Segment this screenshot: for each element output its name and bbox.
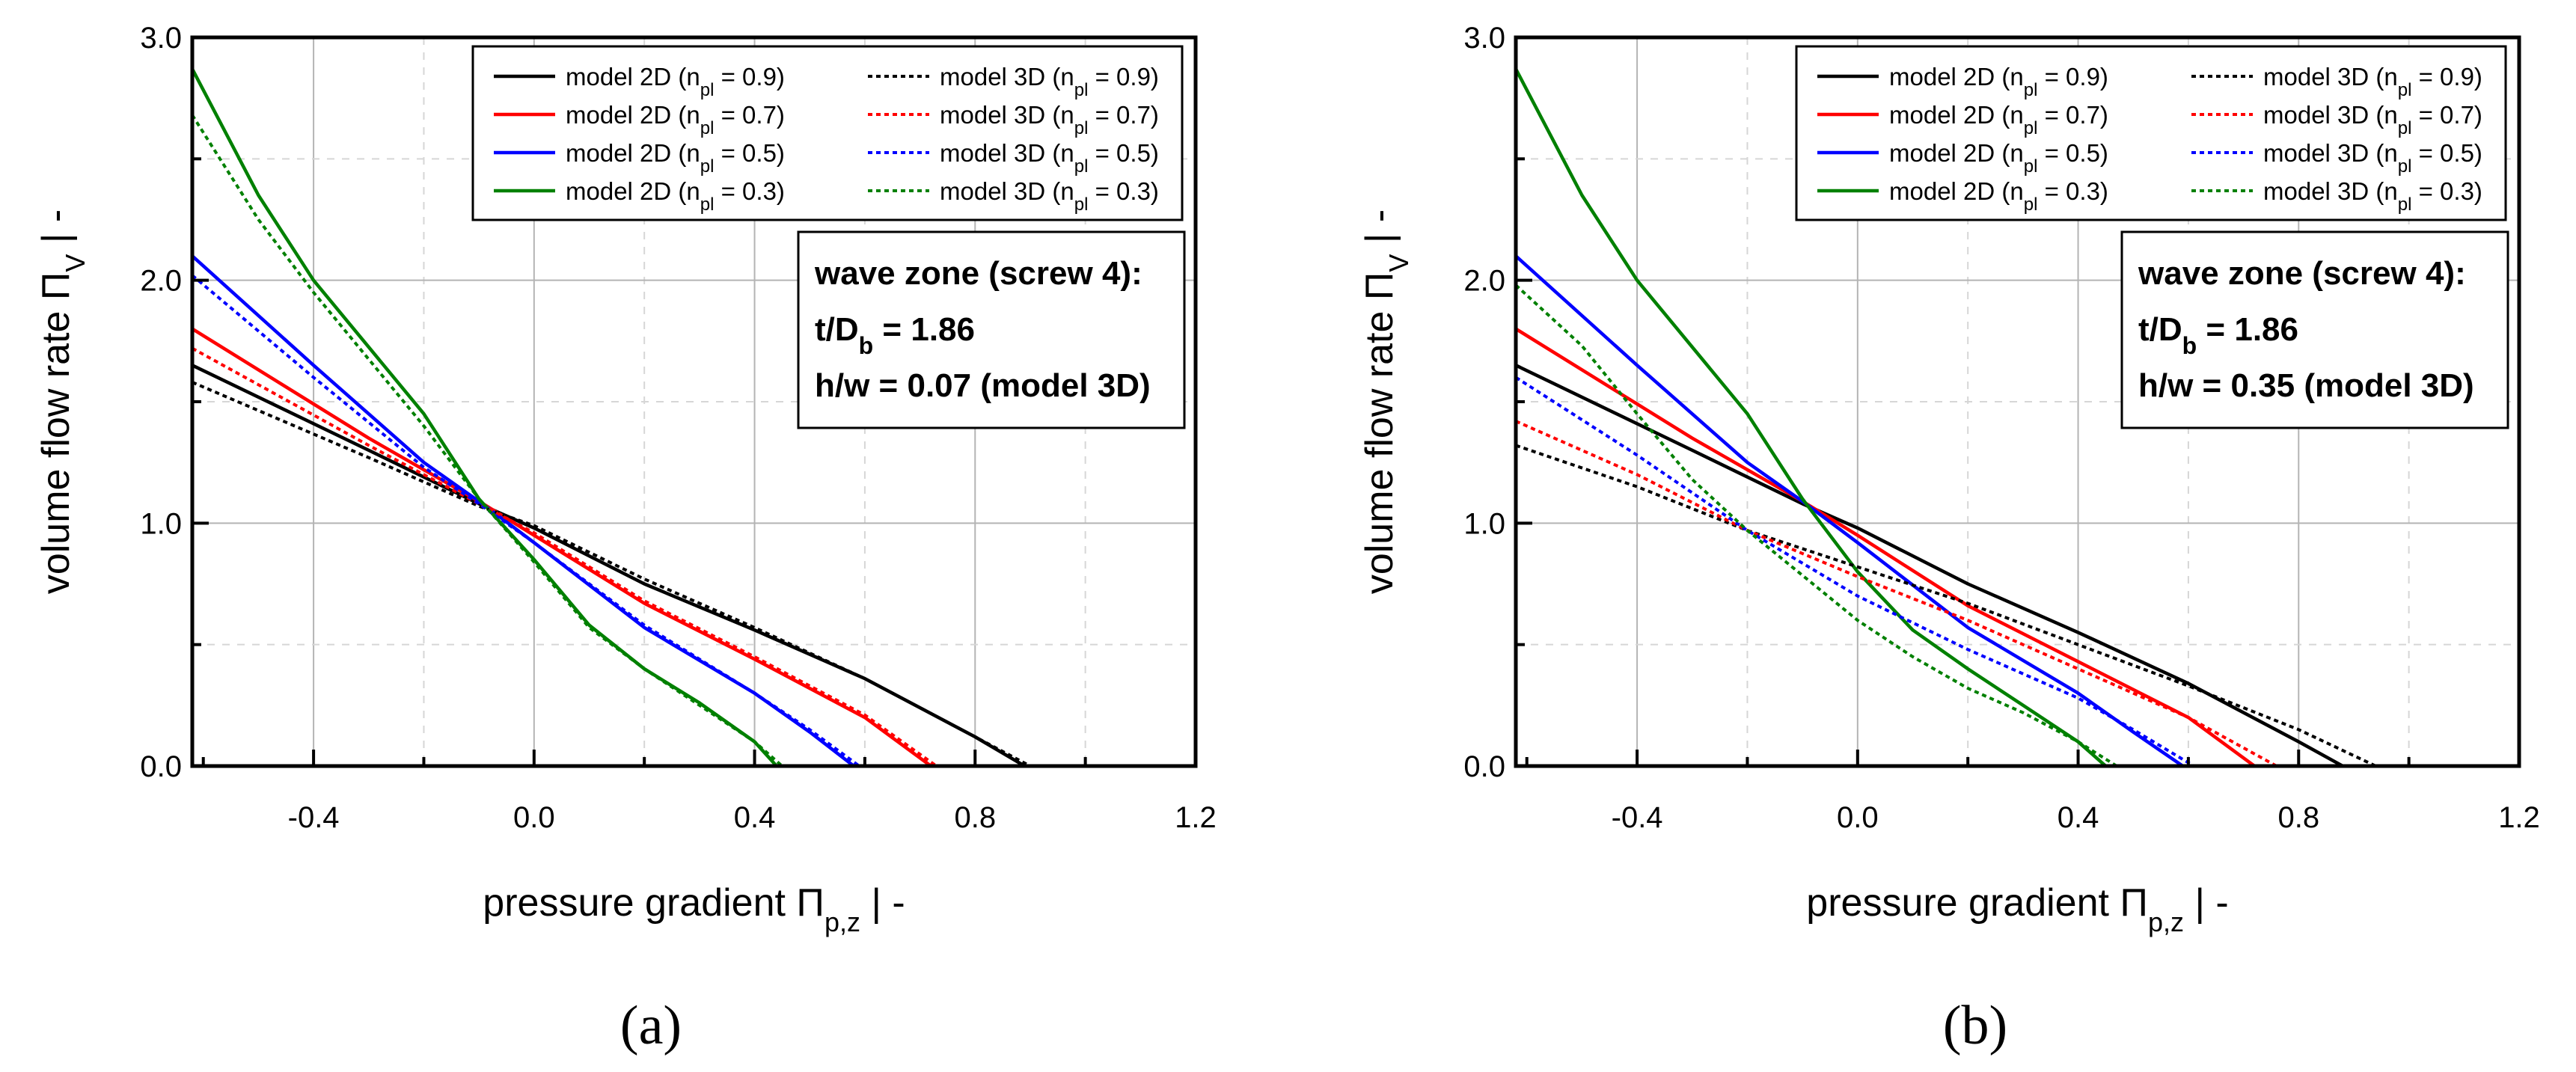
x-tick-label: -0.4 — [1612, 801, 1663, 834]
x-axis-label: pressure gradient Πp,z | - — [1806, 881, 2228, 937]
y-tick-label: 0.0 — [1463, 750, 1505, 783]
series-line-5 — [1515, 420, 2277, 768]
series-line-0 — [1515, 364, 2344, 768]
y-tick-label: 3.0 — [140, 22, 182, 55]
x-tick-label: 0.8 — [954, 801, 996, 834]
legend-entry: model 2D (npl = 0.7) — [1889, 101, 2108, 138]
x-tick-label: 1.2 — [2498, 801, 2540, 834]
series-line-1 — [1514, 327, 2256, 768]
x-tick-label: 0.4 — [734, 801, 776, 834]
info-line-2: t/Db = 1.86 — [2138, 311, 2298, 359]
legend-entry: model 3D (npl = 0.5) — [940, 139, 1159, 177]
y-tick-label: 2.0 — [1463, 265, 1505, 298]
y-tick-label: 2.0 — [140, 265, 182, 298]
x-tick-label: 0.0 — [1837, 801, 1879, 834]
info-line-1: wave zone (screw 4): — [814, 255, 1142, 292]
legend-entry: model 3D (npl = 0.9) — [940, 63, 1159, 100]
series-line-3 — [191, 68, 778, 768]
x-axis-label: pressure gradient Πp,z | - — [483, 881, 905, 937]
series-line-6 — [1514, 376, 2195, 768]
x-tick-label: 0.4 — [2058, 801, 2099, 834]
legend-entry: model 2D (npl = 0.5) — [566, 139, 785, 177]
info-line-1: wave zone (screw 4): — [2138, 255, 2466, 292]
series-line-6 — [191, 274, 860, 768]
series-line-2 — [1514, 254, 2184, 768]
info-line-3: h/w = 0.07 (model 3D) — [815, 367, 1151, 404]
series-line-2 — [191, 254, 855, 768]
x-tick-label: -0.4 — [288, 801, 340, 834]
y-tick-label: 1.0 — [140, 507, 182, 540]
legend-entry: model 3D (npl = 0.3) — [2263, 177, 2482, 215]
info-box — [2120, 230, 2509, 429]
chart-panel-a: -0.4 0.0 0.4 0.8 1.2 0.0 1.0 2.0 3.0 pressure gra… — [34, 22, 1217, 1056]
legend-entry: model 3D (npl = 0.5) — [2263, 139, 2482, 177]
legend-entry: model 3D (npl = 0.3) — [940, 177, 1159, 215]
legend-entry: model 2D (npl = 0.5) — [1889, 139, 2108, 177]
legend-entry: model 3D (npl = 0.9) — [2263, 63, 2482, 100]
info-box — [797, 230, 1186, 429]
info-line-2: t/Db = 1.86 — [815, 311, 975, 359]
y-axis-label: volume flow rate ΠV | - — [1358, 209, 1414, 594]
legend-entry: model 2D (npl = 0.3) — [566, 177, 785, 215]
y-axis-label: volume flow rate ΠV | - — [34, 209, 91, 594]
series-line-1 — [191, 327, 932, 768]
legend-entry: model 3D (npl = 0.7) — [940, 101, 1159, 138]
series-line-3 — [1514, 68, 2107, 768]
panel-label: (a) — [620, 995, 682, 1056]
series-line-7 — [191, 114, 783, 768]
series-line-4 — [192, 381, 1031, 768]
legend-entry: model 2D (npl = 0.7) — [566, 101, 785, 138]
series-line-4 — [1515, 444, 2377, 768]
panel-label: (b) — [1943, 995, 2007, 1056]
series-line-7 — [1514, 284, 2118, 768]
x-tick-label: 0.0 — [513, 801, 555, 834]
series-line-5 — [192, 346, 937, 768]
legend-box — [471, 45, 1184, 221]
y-tick-label: 0.0 — [140, 750, 182, 783]
x-tick-label: 0.8 — [2277, 801, 2319, 834]
chart-panel-b: -0.4 0.0 0.4 0.8 1.2 0.0 1.0 2.0 3.0 pressure gra… — [1358, 22, 2540, 1056]
legend-entry: model 2D (npl = 0.9) — [566, 63, 785, 100]
legend-entry: model 2D (npl = 0.9) — [1889, 63, 2108, 100]
y-tick-label: 1.0 — [1463, 507, 1505, 540]
info-line-3: h/w = 0.35 (model 3D) — [2138, 367, 2474, 404]
legend-entry: model 2D (npl = 0.3) — [1889, 177, 2108, 215]
y-tick-label: 3.0 — [1463, 22, 1505, 55]
legend-box — [1795, 45, 2507, 221]
legend-entry: model 3D (npl = 0.7) — [2263, 101, 2482, 138]
x-tick-label: 1.2 — [1175, 801, 1217, 834]
